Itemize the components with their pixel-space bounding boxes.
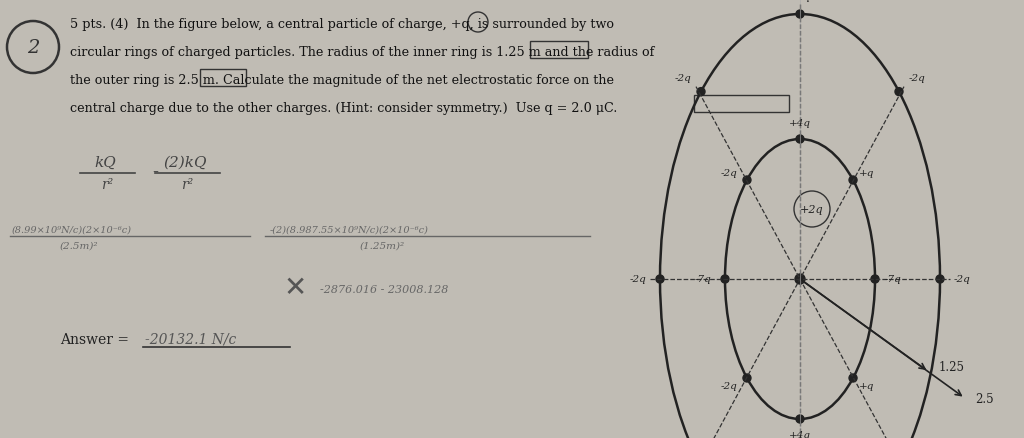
Circle shape xyxy=(871,276,879,283)
Text: the outer ring is 2.5 m. Calculate the magnitude of the net electrostatic force : the outer ring is 2.5 m. Calculate the m… xyxy=(70,74,614,87)
Text: +4q: +4q xyxy=(790,119,811,128)
Circle shape xyxy=(743,374,751,382)
Text: 5 pts. (4)  In the figure below, a central particle of charge, +q, is surrounded: 5 pts. (4) In the figure below, a centra… xyxy=(70,18,614,31)
Circle shape xyxy=(795,274,805,284)
Text: -2q: -2q xyxy=(675,74,691,83)
Text: -2876.016 - 23008.128: -2876.016 - 23008.128 xyxy=(319,284,449,294)
Text: -(2)(8.987.55×10⁹N/c)(2×10⁻⁶c): -(2)(8.987.55×10⁹N/c)(2×10⁻⁶c) xyxy=(270,226,429,234)
Text: (1.25m)²: (1.25m)² xyxy=(360,241,406,251)
Text: 1.25: 1.25 xyxy=(939,360,965,374)
Circle shape xyxy=(697,88,705,96)
Text: +4q: +4q xyxy=(790,431,811,438)
Bar xyxy=(694,96,790,113)
Text: 2.5: 2.5 xyxy=(975,392,993,405)
Text: circular rings of charged particles. The radius of the inner ring is 1.25 m and : circular rings of charged particles. The… xyxy=(70,46,654,59)
Text: +2q: +2q xyxy=(800,205,824,215)
Text: kQ: kQ xyxy=(94,155,116,170)
Text: +q: +q xyxy=(859,168,874,177)
Circle shape xyxy=(796,11,804,19)
Text: (8.99×10⁹N/c)(2×10⁻⁶c): (8.99×10⁹N/c)(2×10⁻⁶c) xyxy=(12,226,132,234)
Text: -2q: -2q xyxy=(953,275,971,284)
Circle shape xyxy=(849,177,857,184)
Text: Answer =: Answer = xyxy=(60,332,129,346)
Circle shape xyxy=(796,136,804,144)
Text: ✕: ✕ xyxy=(284,273,306,301)
Text: -: - xyxy=(152,162,158,180)
Text: +q: +q xyxy=(859,381,874,391)
Text: -20132.1 N/c: -20132.1 N/c xyxy=(145,332,237,346)
Text: -2q: -2q xyxy=(630,275,646,284)
Circle shape xyxy=(936,276,944,283)
Text: (2.5m)²: (2.5m)² xyxy=(60,241,98,251)
Bar xyxy=(530,42,588,59)
Circle shape xyxy=(849,374,857,382)
Text: -7q: -7q xyxy=(694,275,712,284)
Text: -2q: -2q xyxy=(721,168,737,177)
Text: r²: r² xyxy=(101,177,113,191)
Text: r²: r² xyxy=(181,177,194,191)
Text: -2q: -2q xyxy=(908,74,926,83)
Circle shape xyxy=(656,276,664,283)
Bar xyxy=(200,70,246,87)
Text: +4q: +4q xyxy=(790,0,811,1)
Text: -2q: -2q xyxy=(721,381,737,391)
Circle shape xyxy=(721,276,729,283)
Text: (2)kQ: (2)kQ xyxy=(163,155,207,170)
Circle shape xyxy=(743,177,751,184)
Circle shape xyxy=(895,88,903,96)
Text: -7q: -7q xyxy=(885,275,901,284)
Circle shape xyxy=(796,415,804,423)
Text: central charge due to the other charges. (Hint: consider symmetry.)  Use q = 2.0: central charge due to the other charges.… xyxy=(70,102,617,115)
Text: 2: 2 xyxy=(27,39,39,57)
